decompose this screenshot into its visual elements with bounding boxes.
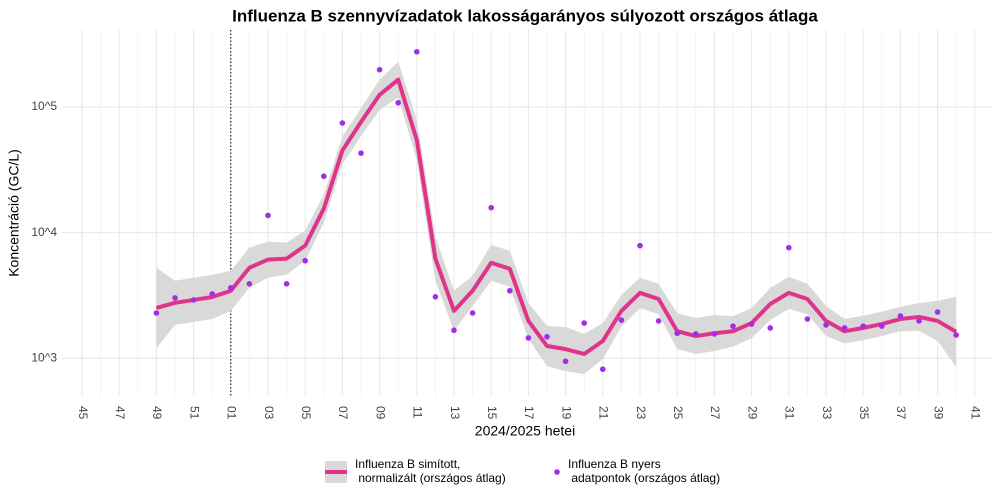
x-tick-label: 23 — [634, 406, 648, 420]
data-point — [172, 295, 178, 301]
data-point — [228, 285, 234, 291]
y-tick-label: 10^4 — [31, 225, 57, 239]
data-point — [767, 325, 773, 331]
data-point — [879, 323, 885, 329]
smoothed-line — [155, 77, 958, 356]
data-point — [581, 320, 587, 326]
data-point — [618, 317, 625, 323]
x-tick-label: 29 — [745, 406, 759, 420]
data-point — [451, 327, 457, 334]
x-tick-label: 25 — [671, 406, 685, 420]
data-point — [265, 212, 271, 219]
data-point — [339, 120, 346, 126]
x-tick-label: 15 — [485, 406, 499, 420]
data-point — [786, 244, 792, 251]
data-point — [153, 310, 160, 316]
data-point — [562, 358, 569, 365]
data-point — [711, 331, 718, 337]
data-point — [302, 257, 309, 264]
y-axis-title: Koncentráció (GC/L) — [6, 149, 22, 277]
y-tick-label: 10^5 — [31, 99, 57, 113]
x-tick-label: 35 — [857, 406, 871, 420]
data-point — [414, 48, 420, 55]
data-point — [748, 321, 755, 327]
data-point — [507, 287, 513, 294]
data-point — [730, 323, 736, 329]
data-point — [358, 150, 364, 156]
data-point — [283, 281, 290, 287]
legend-label: Influenza B nyers adatpontok (országos á… — [568, 457, 720, 485]
x-tick-label: 39 — [931, 406, 945, 420]
x-tick-label: 49 — [150, 406, 164, 420]
data-point — [916, 318, 922, 324]
x-tick-label: 37 — [894, 406, 908, 420]
x-axis-title: 2024/2025 hetei — [475, 423, 575, 439]
data-point — [637, 242, 643, 249]
data-point — [395, 99, 402, 106]
data-point — [897, 313, 904, 319]
data-point — [841, 325, 848, 331]
confidence-band — [156, 61, 957, 375]
legend-key — [554, 469, 560, 475]
data-point — [246, 281, 253, 287]
data-point — [544, 334, 550, 340]
legend-label: Influenza B simított, normalizált (orszá… — [355, 457, 506, 485]
x-tick-label: 41 — [969, 406, 983, 420]
data-point — [376, 66, 383, 73]
x-tick-label: 05 — [299, 406, 313, 420]
data-point — [693, 331, 699, 337]
x-tick-label: 07 — [336, 406, 350, 420]
x-tick-label: 09 — [373, 406, 387, 420]
data-point — [823, 322, 829, 328]
x-tick-label: 47 — [113, 406, 127, 420]
data-point — [525, 335, 532, 341]
data-point — [469, 310, 476, 316]
data-point — [860, 323, 866, 329]
y-tick-label: 10^3 — [31, 350, 57, 364]
x-tick-label: 45 — [76, 406, 90, 420]
data-point — [674, 330, 680, 337]
x-tick-label: 27 — [708, 406, 722, 420]
x-tick-label: 13 — [448, 406, 462, 420]
data-point — [804, 316, 811, 322]
data-point — [190, 297, 197, 303]
x-tick-label: 19 — [559, 406, 573, 420]
data-point — [600, 366, 606, 373]
x-tick-label: 31 — [783, 406, 797, 420]
data-point — [432, 294, 439, 300]
x-tick-label: 51 — [187, 406, 201, 420]
x-tick-label: 11 — [411, 406, 425, 419]
data-point — [934, 309, 941, 315]
data-point — [209, 291, 215, 297]
data-point — [488, 204, 495, 211]
x-tick-label: 21 — [597, 406, 611, 420]
x-tick-label: 01 — [225, 406, 239, 420]
data-point — [655, 318, 662, 324]
x-tick-label: 03 — [262, 406, 276, 420]
x-tick-label: 33 — [820, 406, 834, 420]
chart-title: Influenza B szennyvízadatok lakosságarán… — [232, 6, 818, 25]
data-point — [953, 332, 959, 338]
x-tick-label: 17 — [522, 406, 536, 420]
data-point — [321, 173, 327, 180]
